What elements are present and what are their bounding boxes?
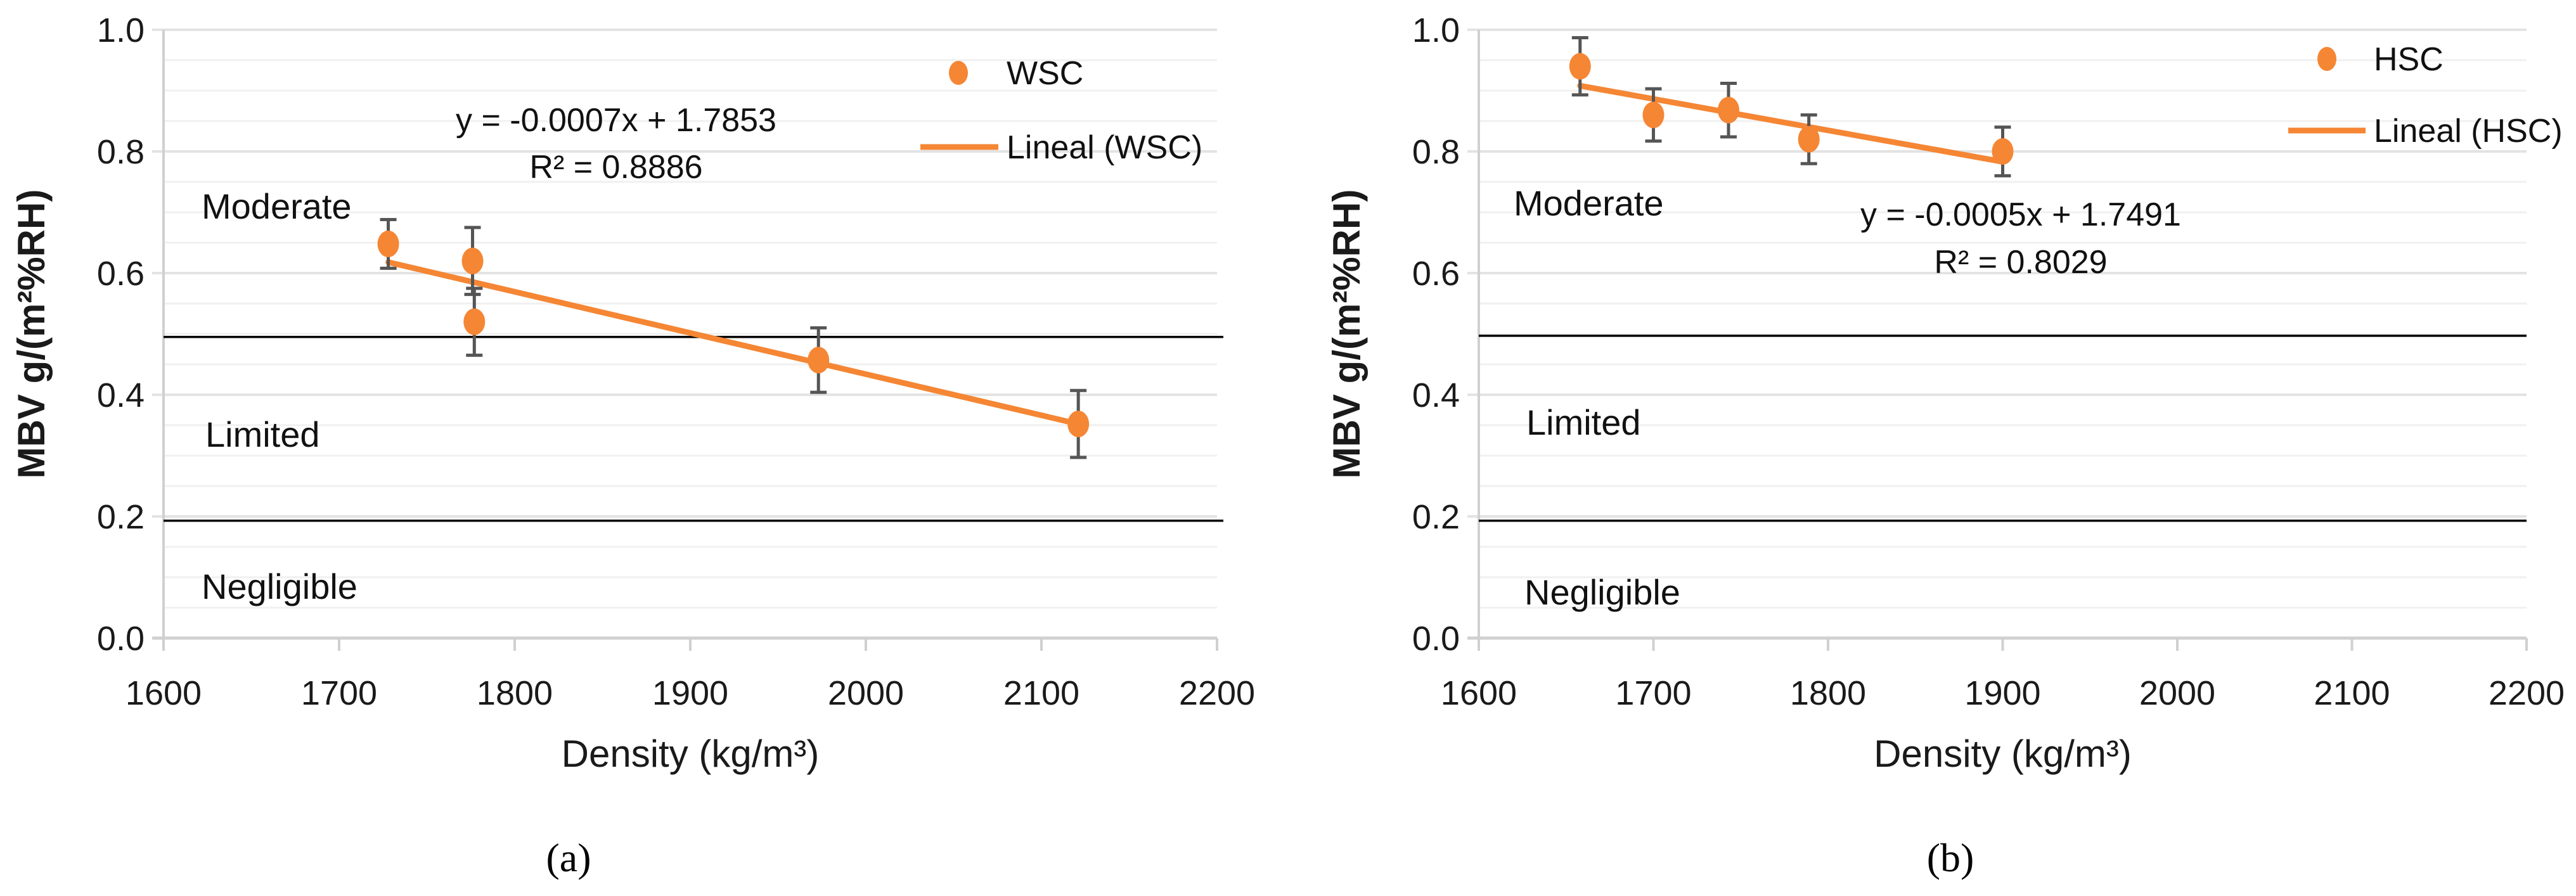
zone-label-limited: Limited — [1526, 402, 1641, 442]
data-point — [1717, 96, 1739, 124]
zone-label-moderate: Moderate — [202, 186, 352, 226]
x-axis-title: Density (kg/m³) — [562, 733, 820, 775]
y-tick-label: 0.4 — [1412, 376, 1460, 414]
zone-label-negligible: Negligible — [1524, 572, 1680, 612]
data-point — [377, 230, 399, 257]
data-point — [1798, 125, 1820, 153]
y-tick-label: 0.0 — [97, 620, 145, 658]
legend-marker — [2317, 47, 2336, 71]
zone-label-negligible: Negligible — [202, 566, 357, 606]
x-tick-label: 1600 — [126, 674, 202, 712]
panel-caption: (b) — [1927, 835, 1974, 880]
legend: HSC Lineal (HSC) — [2288, 41, 2563, 150]
y-tick-label: 1.0 — [97, 11, 145, 49]
data-point — [808, 347, 830, 374]
y-axis-title: MBV g/(m²%RH) — [1325, 189, 1368, 479]
x-tick-label: 1900 — [1964, 674, 2040, 712]
chart-panel-a: 0.0 0.2 0.4 0.6 0.8 1.0 1600 1700 1800 1900 2000 21… — [10, 11, 1255, 880]
x-tick-label: 2100 — [2314, 674, 2390, 712]
data-point — [1992, 138, 2014, 165]
y-tick-label: 0.6 — [97, 255, 145, 293]
legend-series-label: WSC — [1007, 55, 1083, 92]
legend-series-label: HSC — [2374, 41, 2444, 78]
y-axis-title: MBV g/(m²%RH) — [10, 189, 53, 479]
y-tick-label: 1.0 — [1412, 11, 1460, 49]
y-tick-label: 0.6 — [1412, 255, 1460, 293]
x-tick-label: 2100 — [1003, 674, 1079, 712]
x-tick-label: 1700 — [1615, 674, 1691, 712]
x-tick-label: 2200 — [1179, 674, 1255, 712]
panel-caption: (a) — [546, 835, 591, 880]
y-tick-label: 0.2 — [97, 498, 145, 536]
x-axis-title: Density (kg/m³) — [1874, 733, 2132, 775]
x-tick-label: 1900 — [652, 674, 728, 712]
data-point — [461, 247, 484, 274]
data-point — [1569, 53, 1591, 80]
trendline-r2: R² = 0.8886 — [529, 149, 702, 186]
trendline — [1577, 82, 2006, 165]
trendline — [385, 259, 1081, 427]
y-tick-label: 0.0 — [1412, 620, 1460, 658]
x-tick-label: 1700 — [301, 674, 377, 712]
trendline-equation: y = -0.0005x + 1.7491 — [1860, 196, 2181, 233]
y-tick-label: 0.8 — [1412, 133, 1460, 171]
chart-panel-b: 0.0 0.2 0.4 0.6 0.8 1.0 1600 1700 1800 1900 2000 21… — [1325, 11, 2565, 880]
y-tick-label: 0.8 — [97, 133, 145, 171]
zone-label-moderate: Moderate — [1514, 183, 1664, 223]
data-point — [1067, 411, 1090, 438]
data-point — [463, 308, 486, 335]
x-tick-label: 2200 — [2489, 674, 2565, 712]
legend-marker — [949, 61, 968, 85]
legend-trendline-label: Lineal (HSC) — [2374, 113, 2563, 150]
y-tick-label: 0.2 — [1412, 498, 1460, 536]
data-point — [1642, 101, 1665, 129]
x-tick-label: 2000 — [828, 674, 904, 712]
x-tick-label: 1600 — [1441, 674, 1517, 712]
y-tick-label: 0.4 — [97, 376, 145, 414]
trendline-r2: R² = 0.8029 — [1934, 244, 2107, 281]
zone-label-limited: Limited — [205, 414, 320, 454]
trendline-equation: y = -0.0007x + 1.7853 — [456, 102, 776, 139]
x-tick-label: 1800 — [477, 674, 553, 712]
legend-trendline-label: Lineal (WSC) — [1007, 129, 1202, 166]
x-tick-label: 2000 — [2139, 674, 2215, 712]
legend: WSC Lineal (WSC) — [920, 55, 1202, 166]
x-tick-label: 1800 — [1790, 674, 1866, 712]
